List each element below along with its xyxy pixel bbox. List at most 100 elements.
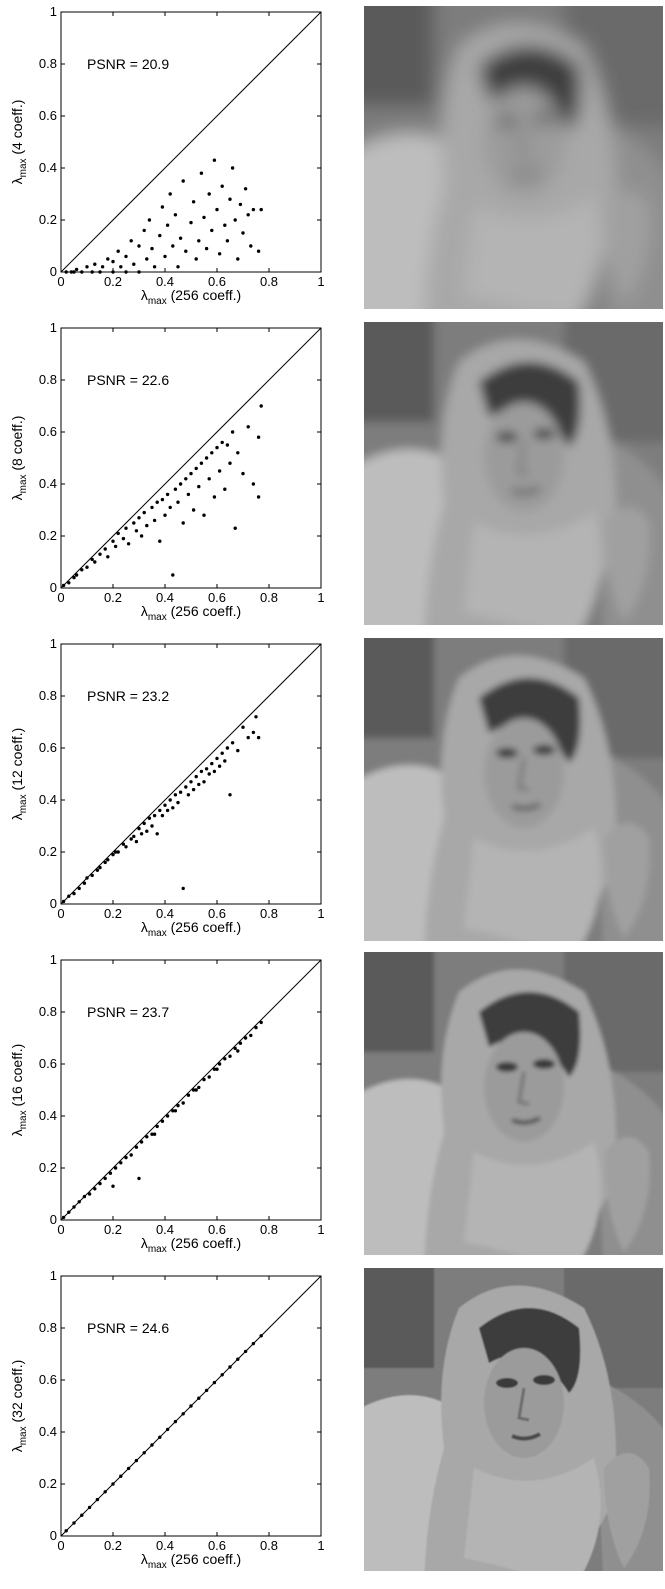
x-tick-label: 0.6 xyxy=(208,1222,226,1237)
data-point xyxy=(145,523,149,528)
data-point xyxy=(223,487,227,491)
data-point xyxy=(173,1109,178,1113)
data-point xyxy=(202,1077,206,1082)
data-point xyxy=(160,497,165,502)
y-tick-label: 0.8 xyxy=(39,56,57,71)
psnr-annotation: PSNR = 24.6 xyxy=(87,1320,169,1336)
data-point xyxy=(215,1067,219,1071)
data-point xyxy=(132,521,136,525)
data-point xyxy=(230,741,235,745)
data-point xyxy=(100,265,105,269)
data-point xyxy=(225,746,230,750)
y-tick-label: 0.2 xyxy=(39,844,57,859)
scatter-plot-3: 0 0.2 0.4 0.6 0.8 1 0 0.2 0.4 0.6 0.8 1 PSNR = 23.2 λ… xyxy=(9,636,325,939)
data-point xyxy=(98,1181,102,1186)
y-axis-label: λmax (4 coeff.) xyxy=(9,100,29,185)
data-point xyxy=(236,257,240,261)
data-point xyxy=(93,560,97,564)
data-point xyxy=(230,430,235,434)
data-point xyxy=(228,197,232,201)
x-tick-label: 0.6 xyxy=(208,274,226,289)
data-point xyxy=(186,793,191,797)
data-point xyxy=(85,876,89,880)
y-tick-label: 0.8 xyxy=(39,688,57,703)
data-point xyxy=(139,1140,144,1144)
data-point xyxy=(67,581,71,585)
data-point xyxy=(77,1200,81,1204)
data-point xyxy=(204,456,209,460)
data-point xyxy=(251,482,256,486)
data-point xyxy=(233,1046,237,1051)
data-point xyxy=(80,1513,84,1517)
data-point xyxy=(72,1205,76,1209)
y-tick-label: 0.6 xyxy=(39,1056,57,1071)
data-point xyxy=(184,785,188,789)
data-point xyxy=(163,254,167,259)
x-axis-label: λmax (256 coeff.) xyxy=(141,1235,241,1255)
data-point xyxy=(158,539,162,543)
data-point xyxy=(160,1119,165,1123)
x-tick-label: 0.2 xyxy=(104,1538,122,1553)
data-point xyxy=(181,521,185,525)
data-point xyxy=(207,772,211,776)
x-tick-label: 0.4 xyxy=(156,906,174,921)
data-point xyxy=(202,780,206,784)
panel-row-2: 0 0.2 0.4 0.6 0.8 1 0 0.2 0.4 0.6 0.8 1 PSNR = 22.6 λ… xyxy=(0,316,665,632)
data-point xyxy=(95,868,100,872)
x-axis-label: λmax (256 coeff.) xyxy=(141,603,241,623)
identity-line xyxy=(60,11,322,273)
data-point xyxy=(121,842,126,846)
identity-line xyxy=(60,327,322,589)
data-point xyxy=(220,751,224,755)
data-point xyxy=(215,445,219,450)
data-point xyxy=(137,516,141,520)
psnr-annotation: PSNR = 23.7 xyxy=(87,1004,169,1020)
data-point xyxy=(238,1041,243,1045)
data-point xyxy=(119,265,123,269)
data-point xyxy=(189,220,193,225)
data-point xyxy=(191,787,196,792)
panel-row-3: 0 0.2 0.4 0.6 0.8 1 0 0.2 0.4 0.6 0.8 1 PSNR = 23.2 λ… xyxy=(0,632,665,948)
data-point xyxy=(189,1404,193,1408)
data-point xyxy=(95,1497,100,1502)
data-point xyxy=(171,244,175,248)
data-point xyxy=(98,552,102,556)
data-point xyxy=(246,425,250,429)
data-point xyxy=(176,500,180,504)
data-point xyxy=(223,223,227,227)
data-point xyxy=(124,270,128,274)
x-tick-label: 0.8 xyxy=(260,590,278,605)
data-point xyxy=(113,850,118,854)
x-tick-label: 0.4 xyxy=(156,590,174,605)
data-point xyxy=(256,735,261,740)
y-tick-label: 0.8 xyxy=(39,1004,57,1019)
data-point xyxy=(150,246,154,251)
data-point xyxy=(228,1365,232,1369)
y-tick-label: 0.4 xyxy=(39,1424,57,1439)
data-point xyxy=(197,1396,201,1400)
data-point xyxy=(134,839,139,844)
reconstructed-image-5 xyxy=(364,1268,663,1571)
data-point xyxy=(173,487,178,491)
data-point xyxy=(217,252,222,256)
y-tick-label: 0.4 xyxy=(39,476,57,491)
data-point xyxy=(228,461,232,465)
data-point xyxy=(72,1521,76,1525)
data-point xyxy=(152,518,157,523)
data-point xyxy=(194,257,198,261)
data-point xyxy=(116,531,120,536)
psnr-annotation: PSNR = 22.6 xyxy=(87,372,169,388)
data-point xyxy=(215,207,219,212)
data-point xyxy=(158,233,162,238)
y-tick-label: 1 xyxy=(50,1268,57,1283)
y-tick-label: 0.4 xyxy=(39,1108,57,1123)
data-point xyxy=(152,1132,157,1136)
data-point xyxy=(116,850,120,854)
data-point xyxy=(207,477,211,481)
reconstructed-image-drawing xyxy=(364,638,663,941)
x-tick-label: 0 xyxy=(57,906,64,921)
data-point xyxy=(124,254,128,259)
data-point xyxy=(69,270,74,274)
data-point xyxy=(243,1349,248,1354)
y-axis-label: λmax (8 coeff.) xyxy=(9,416,29,501)
